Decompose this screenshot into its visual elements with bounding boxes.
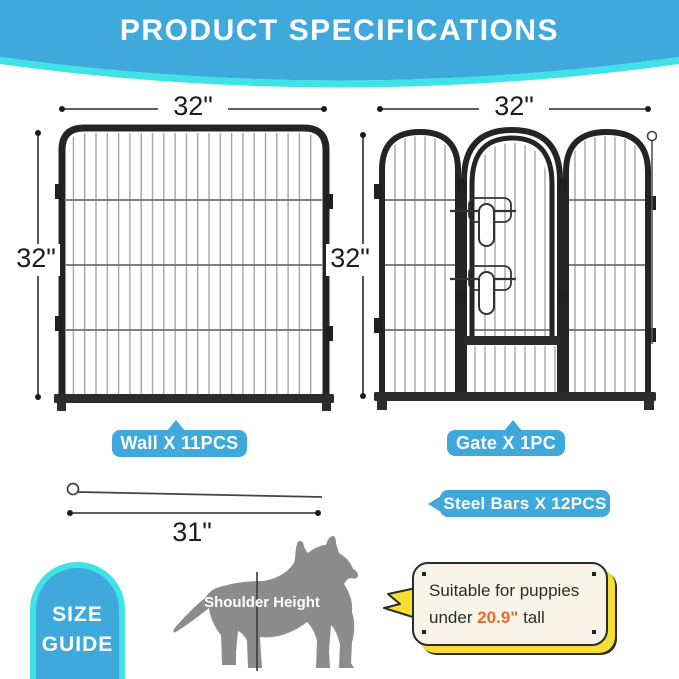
- corner-dot-icon: [592, 630, 596, 634]
- steel-bar-length-label: 31": [162, 517, 222, 548]
- gate-width-dimension-label: 32": [479, 91, 549, 122]
- note-highlight-height: 20.9": [477, 608, 519, 627]
- wall-panel-graphic: [54, 124, 334, 411]
- size-guide-badge: SIZE GUIDE: [30, 562, 125, 679]
- banner-shape: [0, 0, 679, 81]
- steel-bars-badge: Steel Bars X 12PCS: [428, 490, 610, 517]
- wall-badge-label: Wall X 11PCS: [120, 433, 239, 453]
- steel-bar-graphic: [66, 482, 323, 516]
- note-line2-suffix: tall: [518, 608, 545, 627]
- wall-width-dimension-label: 32": [158, 91, 228, 122]
- size-guide-word1: SIZE: [52, 603, 103, 626]
- badge-pointer-up-icon: [167, 420, 185, 431]
- dog-silhouette: [173, 536, 358, 671]
- header-banner: [0, 0, 679, 88]
- gate-badge: Gate X 1PC: [447, 420, 565, 456]
- gate-badge-label: Gate X 1PC: [455, 432, 557, 453]
- badge-pointer-left-icon: [428, 495, 441, 512]
- corner-dot-icon: [422, 572, 426, 576]
- wall-height-dimension-label: 32": [12, 243, 60, 276]
- inserted-steel-rod: [646, 130, 658, 344]
- size-guide-word2: GUIDE: [41, 633, 114, 656]
- page-title: PRODUCT SPECIFICATIONS: [119, 14, 560, 47]
- note-line2: under 20.9" tall: [429, 604, 591, 631]
- note-box: Suitable for puppies under 20.9" tall: [412, 562, 608, 646]
- corner-dot-icon: [592, 572, 596, 576]
- steel-bars-badge-label: Steel Bars X 12PCS: [443, 493, 607, 513]
- corner-dot-icon: [422, 630, 426, 634]
- banner-cyan-band: [0, 57, 679, 88]
- gate-panel-graphic: [374, 126, 658, 410]
- gate-latch-bottom: [450, 265, 516, 315]
- badge-pointer-up-icon: [504, 420, 522, 431]
- gate-latch-top: [450, 197, 516, 247]
- wall-badge: Wall X 11PCS: [112, 420, 247, 457]
- shoulder-height-label: Shoulder Height: [204, 594, 320, 611]
- note-line2-prefix: under: [429, 608, 478, 627]
- gate-height-dimension-label: 32": [326, 243, 374, 276]
- note-line1: Suitable for puppies: [429, 581, 580, 600]
